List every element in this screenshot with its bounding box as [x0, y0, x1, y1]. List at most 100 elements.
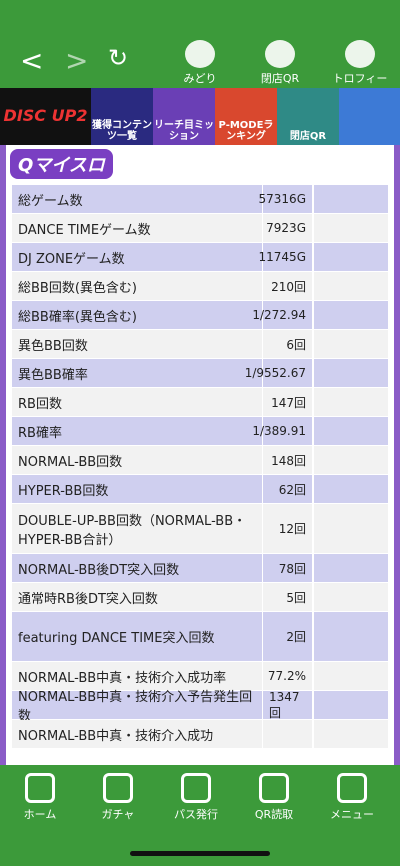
nav-label: パス発行: [174, 808, 218, 821]
row-label: NORMAL-BB後DT突入回数: [12, 554, 262, 582]
row-extra: [314, 554, 388, 582]
row-value: 7923G: [263, 214, 312, 242]
row-extra: [314, 185, 388, 213]
row-label: HYPER-BB回数: [12, 475, 262, 503]
row-label: NORMAL-BB中真・技術介入成功: [12, 720, 262, 748]
table-row: 総BB確率(異色含む) 1/272.94: [12, 301, 394, 329]
top-bar: < > ↻ みどり 閉店QR トロフィー: [0, 0, 400, 88]
row-label: 通常時RB後DT突入回数: [12, 583, 262, 611]
table-row: featuring DANCE TIME突入回数 2回: [12, 612, 394, 661]
table-row: HYPER-BB回数 62回: [12, 475, 394, 503]
row-label: NORMAL-BB回数: [12, 446, 262, 474]
nav-item[interactable]: ガチャ: [83, 773, 153, 822]
row-value: 62回: [263, 475, 312, 503]
table-row: DOUBLE-UP-BB回数（NORMAL-BB・HYPER-BB合計） 12回: [12, 504, 394, 553]
row-label: 総BB回数(異色含む): [12, 272, 262, 300]
label: みどり: [183, 72, 217, 85]
table-row: 異色BB確率 1/9552.67: [12, 359, 394, 387]
row-value: [263, 720, 312, 748]
row-label: 総ゲーム数: [12, 185, 262, 213]
table-row: 総ゲーム数 57316G: [12, 185, 394, 213]
table-row: 通常時RB後DT突入回数 5回: [12, 583, 394, 611]
nav-label: ガチャ: [101, 808, 135, 821]
row-label: DANCE TIMEゲーム数: [12, 214, 262, 242]
nav-icon: [25, 773, 55, 803]
tile[interactable]: [339, 88, 400, 145]
row-extra: [314, 359, 388, 387]
row-value: 1/272.94: [252, 301, 312, 329]
row-extra: [314, 272, 388, 300]
row-extra: [314, 388, 388, 416]
table-row: 総BB回数(異色含む) 210回: [12, 272, 394, 300]
row-label: DOUBLE-UP-BB回数（NORMAL-BB・HYPER-BB合計）: [12, 504, 262, 553]
row-value: 5回: [263, 583, 312, 611]
row-label: DJ ZONEゲーム数: [12, 243, 262, 271]
table-row: NORMAL-BB後DT突入回数 78回: [12, 554, 394, 582]
row-extra: [314, 330, 388, 358]
table-row: NORMAL-BB回数 148回: [12, 446, 394, 474]
row-value: 12回: [263, 504, 312, 553]
row-extra: [314, 475, 388, 503]
qr-icon[interactable]: 閉店QR: [250, 40, 310, 86]
trophy-icon[interactable]: トロフィー: [330, 40, 390, 86]
table-row: 異色BB回数 6回: [12, 330, 394, 358]
row-extra: [314, 214, 388, 242]
row-extra: [314, 583, 388, 611]
nav-icon: [259, 773, 289, 803]
midori-icon[interactable]: みどり: [170, 40, 230, 86]
row-label: 異色BB回数: [12, 330, 262, 358]
reload-button[interactable]: ↻: [108, 44, 129, 72]
row-label: featuring DANCE TIME突入回数: [12, 612, 262, 661]
row-label: 総BB確率(異色含む): [12, 301, 262, 329]
tile[interactable]: リーチ目ミッション: [153, 88, 215, 145]
row-extra: [314, 662, 388, 690]
game-logo[interactable]: DISC UP2: [0, 88, 91, 145]
row-value: 2回: [263, 612, 312, 661]
row-label: RB確率: [12, 417, 262, 445]
home-indicator: [130, 851, 270, 856]
row-value: 57316G: [259, 185, 312, 213]
table-row: RB確率 1/389.91: [12, 417, 394, 445]
logo: Qマイスロ: [10, 149, 113, 179]
tile[interactable]: 閉店QR: [277, 88, 339, 145]
row-extra: [314, 720, 388, 748]
row-extra: [314, 417, 388, 445]
bottom-nav: ホーム ガチャ パス発行 QR読取 メニュー: [0, 765, 400, 866]
forward-button[interactable]: >: [65, 44, 89, 77]
tile[interactable]: 獲得コンテンツ一覧: [91, 88, 153, 145]
row-value: 1/389.91: [252, 417, 312, 445]
label: トロフィー: [332, 72, 388, 85]
label: 閉店QR: [260, 72, 300, 85]
row-extra: [314, 612, 388, 661]
table-row: RB回数 147回: [12, 388, 394, 416]
banner: DISC UP2 獲得コンテンツ一覧 リーチ目ミッション P-MODEランキング…: [0, 88, 400, 145]
nav-item[interactable]: QR読取: [239, 773, 309, 822]
table-row: NORMAL-BB中真・技術介入成功率 77.2%: [12, 662, 394, 690]
row-value: 11745G: [259, 243, 312, 271]
table-row: DANCE TIMEゲーム数 7923G: [12, 214, 394, 242]
nav-item[interactable]: ホーム: [5, 773, 75, 822]
row-label: 異色BB確率: [12, 359, 262, 387]
row-value: 78回: [263, 554, 312, 582]
row-extra: [314, 504, 388, 553]
back-button[interactable]: <: [20, 44, 44, 77]
nav-label: ホーム: [23, 808, 57, 821]
content: Qマイスロ 総ゲーム数 57316G DANCE TIMEゲーム数 7923G DJ Z…: [0, 145, 400, 765]
nav-label: QR読取: [254, 808, 294, 821]
table-row: NORMAL-BB中真・技術介入予告発生回数 1347回: [12, 690, 394, 724]
nav-icon: [337, 773, 367, 803]
table-row: DJ ZONEゲーム数 11745G: [12, 243, 394, 271]
nav-icon: [103, 773, 133, 803]
nav-item[interactable]: パス発行: [161, 773, 231, 822]
row-value: 6回: [263, 330, 312, 358]
row-label: RB回数: [12, 388, 262, 416]
row-extra: [314, 446, 388, 474]
row-value: 1/9552.67: [245, 359, 312, 387]
tile[interactable]: P-MODEランキング: [215, 88, 277, 145]
row-extra: [314, 691, 388, 719]
nav-item[interactable]: メニュー: [317, 773, 387, 822]
row-value: 147回: [263, 388, 312, 416]
row-extra: [314, 301, 388, 329]
row-value: 210回: [263, 272, 312, 300]
